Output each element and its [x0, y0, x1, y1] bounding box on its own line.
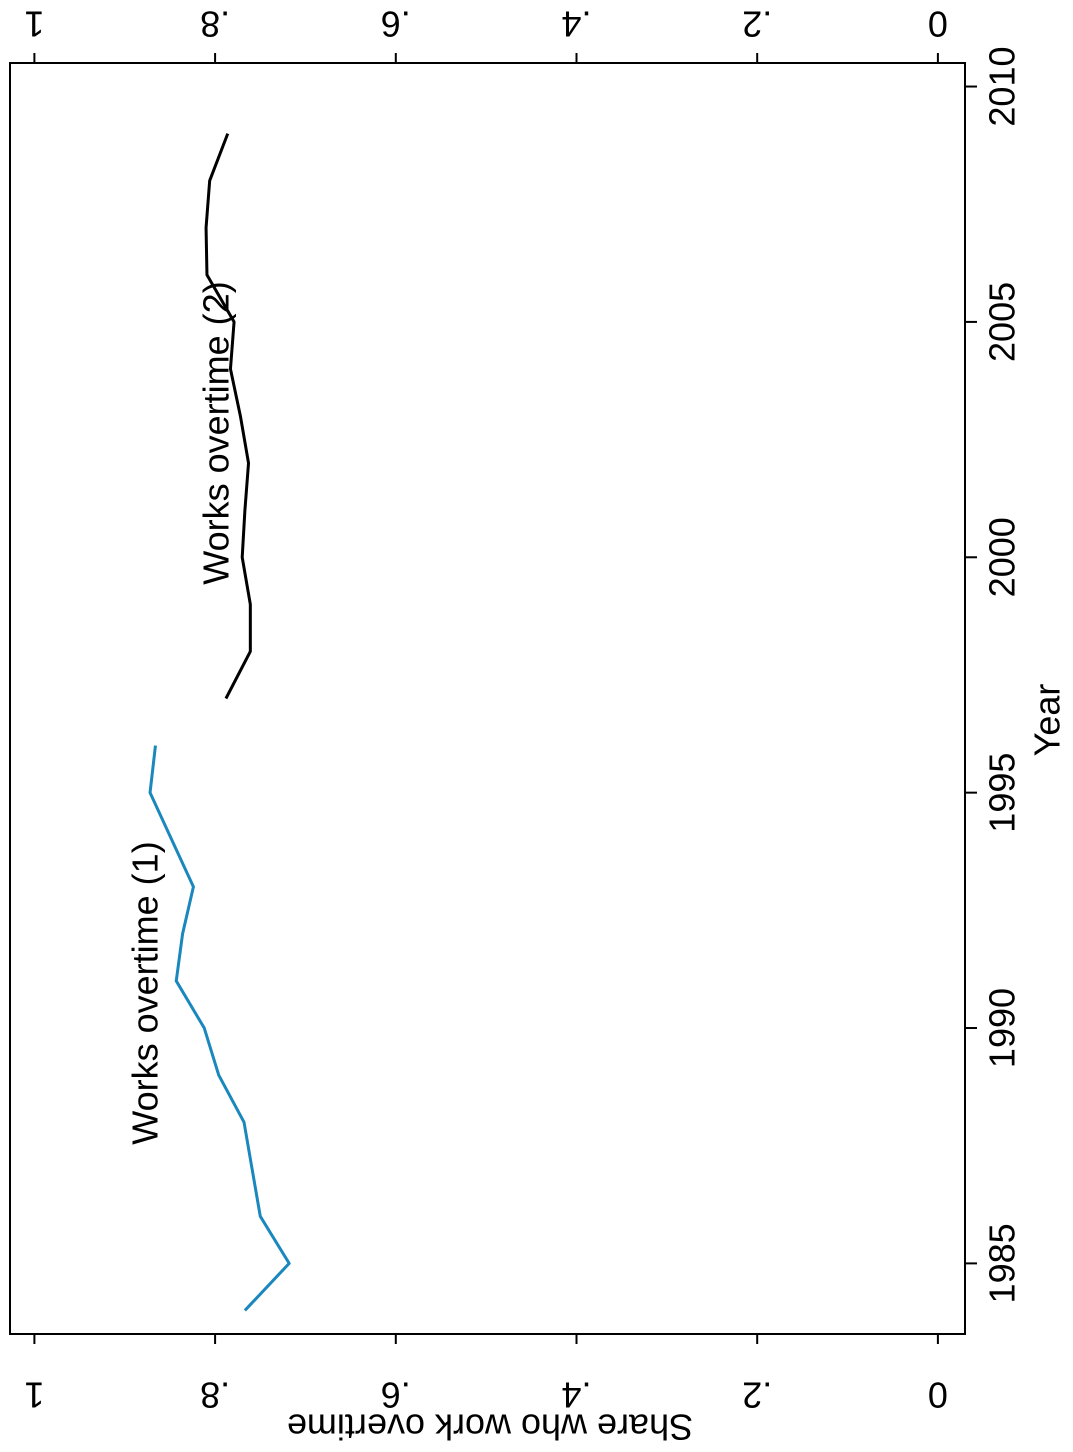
x-tick-label: 2005	[982, 282, 1023, 362]
y-tick-label-right: .6	[381, 3, 411, 44]
y-tick-label: .4	[561, 1374, 591, 1415]
series-label: Works overtime (1)	[125, 841, 166, 1144]
series-line	[148, 745, 291, 1312]
y-tick-label-right: .8	[200, 3, 230, 44]
y-tick-label-right: .2	[742, 3, 772, 44]
y-tick-label-right: 1	[24, 3, 44, 44]
y-tick-label: 1	[24, 1374, 44, 1415]
y-tick-label: .8	[200, 1374, 230, 1415]
series-label: Works overtime (2)	[196, 281, 237, 584]
plot-frame	[9, 62, 966, 1335]
x-tick-label: 1985	[982, 1223, 1023, 1303]
y-tick-label-right: 0	[928, 3, 948, 44]
x-axis-title: Year	[1027, 684, 1068, 757]
y-tick-label: .2	[742, 1374, 772, 1415]
y-axis-title: Share who work overtime	[287, 1406, 693, 1447]
x-tick-label: 2000	[982, 517, 1023, 597]
y-tick-label-right: .4	[561, 3, 591, 44]
x-tick-label: 1995	[982, 753, 1023, 833]
series-line	[204, 133, 252, 700]
y-tick-label: .6	[381, 1374, 411, 1415]
x-tick-label: 2010	[982, 46, 1023, 126]
rotated-chart: 0 0 .2 .2 .4 .4 .6 .6 .8 .8 1 1 1985 1990 1995 2000 2005…	[9, 3, 1068, 1447]
x-tick-label: 1990	[982, 988, 1023, 1068]
y-tick-label: 0	[928, 1374, 948, 1415]
